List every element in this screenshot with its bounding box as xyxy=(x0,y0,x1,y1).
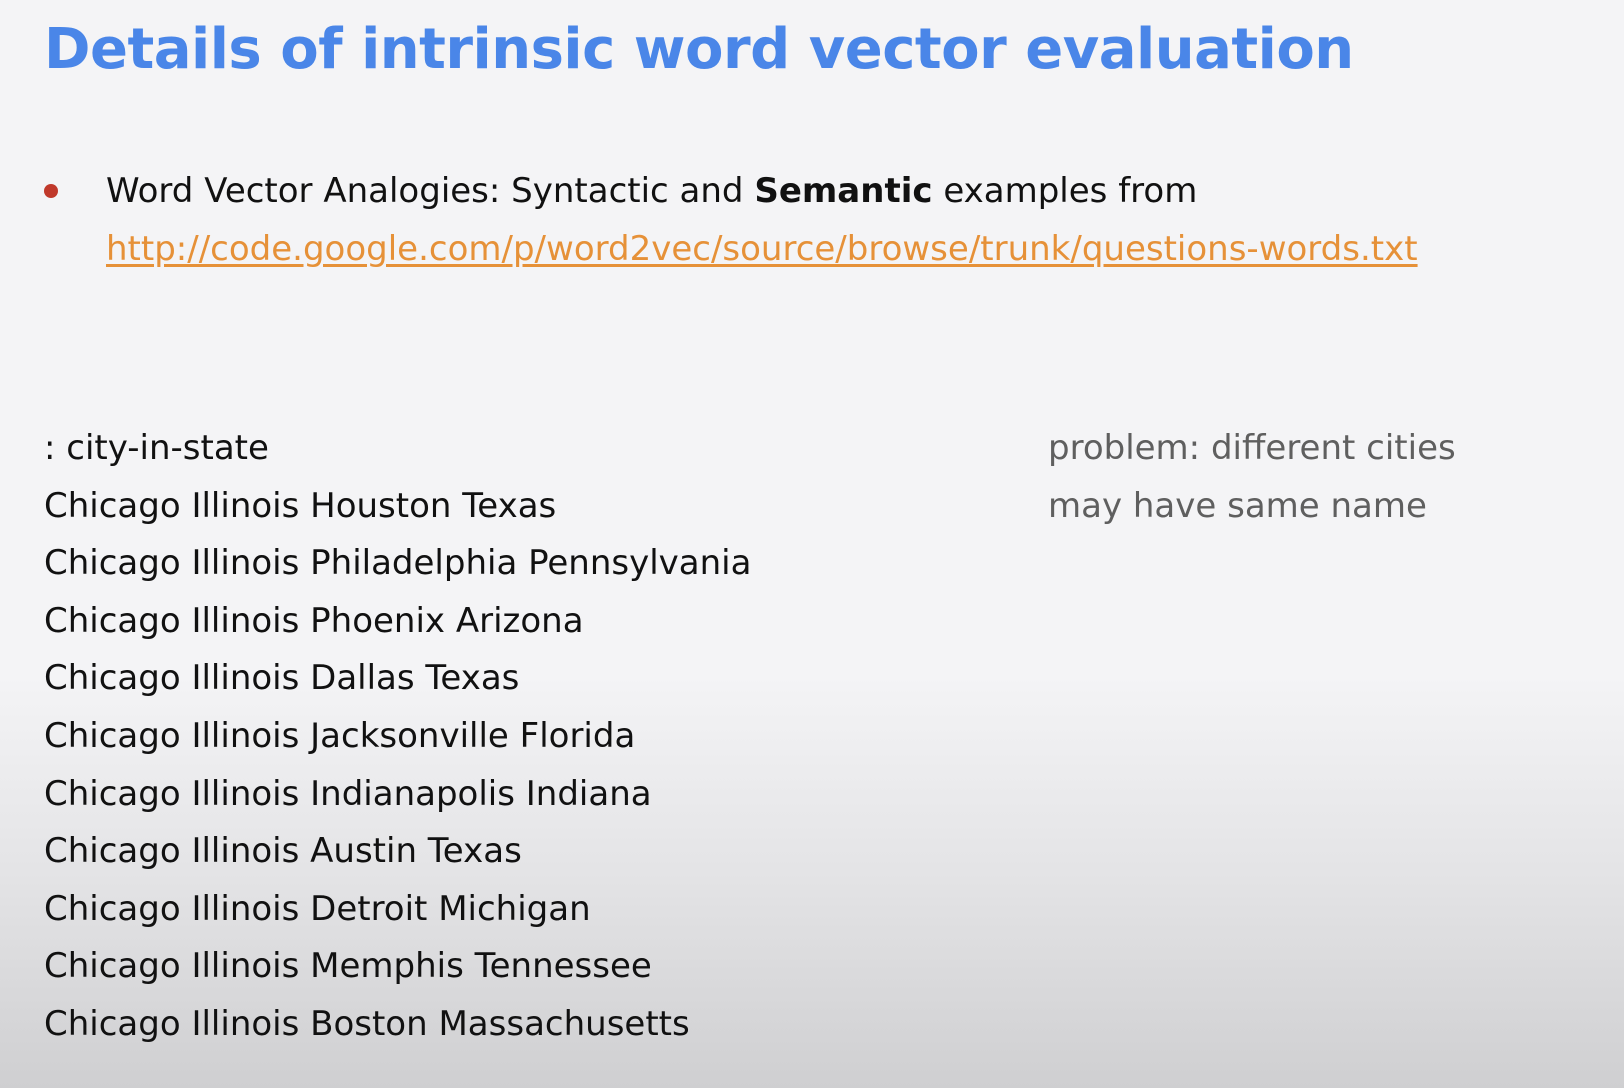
example-line: Chicago Illinois Austin Texas xyxy=(44,831,522,872)
example-line: Chicago Illinois Detroit Michigan xyxy=(44,888,591,929)
bullet-bold-word: Semantic xyxy=(754,171,933,211)
bullet-text-before: Word Vector Analogies: Syntactic and xyxy=(106,171,755,211)
analogy-examples: : city-in-state Chicago Illinois Houston… xyxy=(44,420,751,1054)
note-line: problem: different cities xyxy=(1048,428,1456,468)
section-heading: : city-in-state xyxy=(44,428,269,468)
example-line: Chicago Illinois Jacksonville Florida xyxy=(44,715,636,756)
example-line: Chicago Illinois Memphis Tennessee xyxy=(44,946,652,987)
example-line: Chicago Illinois Boston Massachusetts xyxy=(44,1003,690,1044)
note-line: may have same name xyxy=(1048,485,1427,526)
example-line: Chicago Illinois Phoenix Arizona xyxy=(44,600,584,641)
questions-words-link[interactable]: http://code.google.com/p/word2vec/source… xyxy=(106,229,1418,269)
slide-title: Details of intrinsic word vector evaluat… xyxy=(44,17,1354,82)
bullet-text-after: examples from xyxy=(932,171,1198,211)
example-line: Chicago Illinois Indianapolis Indiana xyxy=(44,773,652,814)
example-line: Chicago Illinois Houston Texas xyxy=(44,485,557,526)
problem-note: problem: different cities may have same … xyxy=(1048,420,1456,535)
bullet-dot-icon xyxy=(44,184,58,198)
example-line: Chicago Illinois Philadelphia Pennsylvan… xyxy=(44,543,752,584)
bullet-item: Word Vector Analogies: Syntactic and Sem… xyxy=(40,162,1560,278)
bullet-text: Word Vector Analogies: Syntactic and Sem… xyxy=(106,162,1560,278)
example-line: Chicago Illinois Dallas Texas xyxy=(44,658,520,699)
